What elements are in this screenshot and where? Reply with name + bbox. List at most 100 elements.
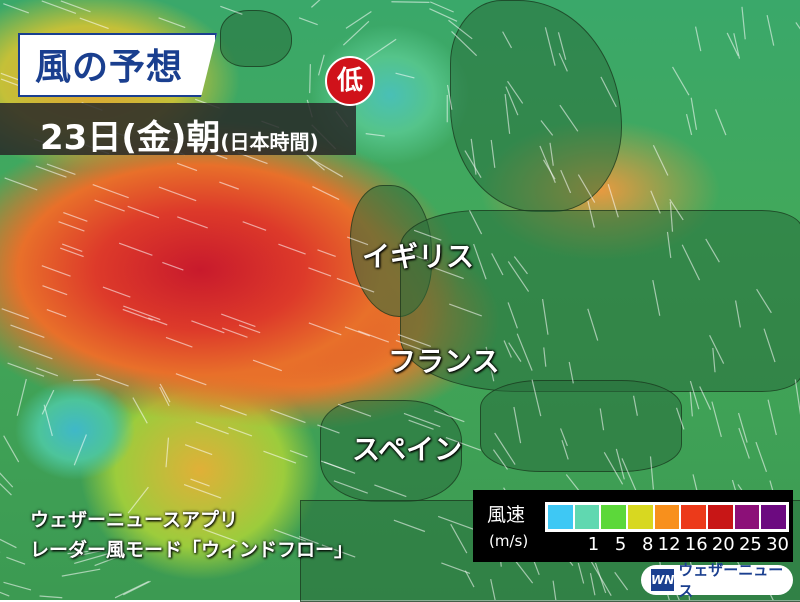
wind-streak — [123, 581, 150, 595]
wind-streak — [318, 250, 336, 257]
wind-streak — [184, 485, 221, 499]
wind-streak — [588, 201, 594, 228]
wind-streak — [310, 64, 311, 93]
wind-streak — [696, 27, 701, 51]
wind-streak — [677, 408, 684, 430]
wind-streak — [670, 202, 672, 232]
wind-streak — [103, 287, 130, 297]
wind-streak — [491, 579, 499, 600]
wind-streak — [42, 390, 54, 414]
wind-streak — [270, 410, 305, 423]
wind-streak — [559, 53, 567, 71]
wn-logo-mark: WN — [651, 569, 674, 591]
wind-streak — [176, 374, 206, 385]
wind-streak — [47, 164, 75, 174]
wind-streak — [243, 222, 266, 231]
wind-streak — [590, 573, 594, 595]
wind-streak — [0, 468, 11, 495]
wind-streak — [221, 314, 255, 326]
legend-swatch — [548, 505, 573, 529]
legend-swatch — [575, 505, 600, 529]
wind-streak — [162, 262, 183, 270]
wind-streak — [311, 0, 331, 7]
legend-swatch — [655, 505, 680, 529]
wind-streak — [394, 520, 425, 531]
wind-streak — [345, 327, 370, 336]
wind-streak — [601, 77, 616, 107]
wind-streak — [8, 363, 44, 376]
wind-streak — [650, 456, 653, 489]
wind-streak — [317, 425, 339, 433]
wind-streak — [177, 217, 207, 228]
legend-unit: (m/s) — [489, 532, 528, 550]
wind-streak — [767, 15, 774, 46]
wind-streak — [93, 185, 129, 198]
weathernews-logo: WN ウェザーニュース — [641, 565, 793, 595]
wind-streak — [44, 405, 52, 436]
wind-streak — [514, 407, 521, 443]
wind-streak — [1, 73, 20, 80]
wind-streak — [452, 31, 477, 55]
wind-streak — [429, 9, 457, 22]
wind-streak — [366, 134, 385, 136]
wind-streak — [561, 170, 571, 193]
label-uk: イギリス — [362, 235, 474, 275]
wind-streak — [615, 572, 628, 590]
label-spain: スペイン — [352, 428, 462, 468]
wind-streak — [396, 73, 415, 78]
wind-streak — [338, 404, 371, 416]
legend-tick: 5 — [599, 534, 626, 555]
app-note-line1: ウェザーニュースアプリ — [30, 505, 238, 532]
wind-streak — [742, 7, 745, 40]
wind-streak — [6, 557, 25, 564]
brand-name: ウェザーニュース — [678, 559, 793, 601]
wind-streak — [239, 325, 260, 333]
wind-streak — [471, 139, 476, 175]
wind-streak — [10, 325, 44, 337]
wind-streak — [80, 18, 109, 29]
wind-streak — [734, 33, 740, 58]
wind-streak — [4, 436, 19, 462]
legend-swatch — [601, 505, 626, 529]
wind-streak — [764, 329, 775, 362]
wind-streak — [687, 114, 692, 135]
date-main-text: 23日(金)朝 — [40, 118, 220, 158]
wind-streak — [166, 337, 192, 347]
legend-tick-spacer — [545, 534, 572, 555]
wind-streak — [608, 184, 618, 217]
wind-streak — [736, 301, 741, 328]
wind-streak — [17, 379, 26, 416]
wind-streak — [768, 400, 776, 435]
wind-streak — [220, 405, 247, 415]
wind-streak — [0, 533, 16, 548]
wind-streak — [5, 178, 38, 190]
wind-streak — [73, 380, 100, 381]
wind-streak — [40, 596, 63, 598]
wind-streak — [505, 94, 509, 134]
wind-streak — [47, 310, 66, 317]
wind-streak — [59, 222, 85, 231]
wind-streak — [42, 286, 67, 295]
legend-swatch — [761, 505, 786, 529]
wind-streak — [604, 452, 622, 484]
wind-streak — [159, 18, 186, 28]
wind-streak — [713, 348, 715, 372]
wind-streak — [553, 581, 558, 600]
wind-streak — [60, 248, 83, 257]
wind-streak — [299, 18, 318, 25]
wind-streak — [508, 302, 517, 328]
wind-streak — [492, 253, 503, 275]
wind-streak — [343, 21, 369, 45]
wind-streak — [321, 461, 345, 470]
wind-streak — [543, 299, 548, 335]
wind-streak — [509, 343, 521, 362]
wind-streak — [119, 243, 152, 255]
wind-streak — [560, 105, 578, 131]
wind-streak — [508, 261, 528, 291]
wind-streak — [469, 210, 481, 234]
wind-streak — [308, 268, 331, 276]
legend-title: 風速 — [487, 500, 525, 527]
wind-streak — [541, 121, 553, 136]
wind-streak — [712, 402, 721, 437]
